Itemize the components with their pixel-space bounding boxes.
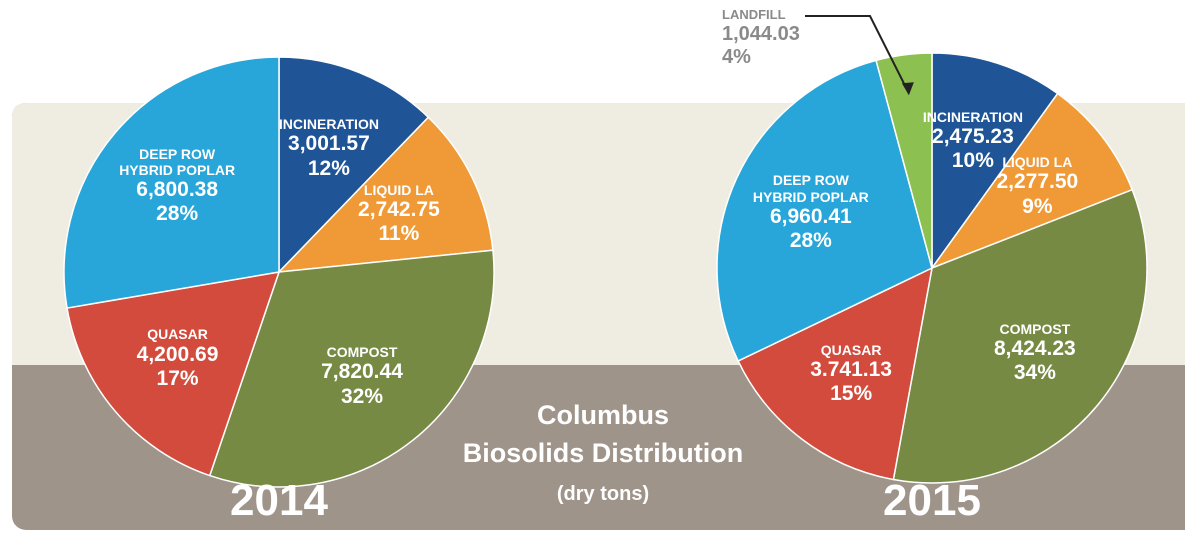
pie-slice bbox=[737, 266, 934, 481]
slice-value: 4,200.69 bbox=[136, 342, 219, 366]
slice-value: 6,960.41 bbox=[769, 204, 852, 228]
slice-value: 2,475.23 bbox=[932, 125, 1014, 149]
slice-name: LANDFILL bbox=[722, 7, 786, 22]
slice-label: QUASAR 3.741.13 15% bbox=[810, 342, 892, 406]
slice-percent: 4% bbox=[722, 45, 751, 68]
slice-label: QUASAR 4,200.69 17% bbox=[137, 326, 219, 390]
slice-percent: 28% bbox=[789, 228, 832, 252]
chart-year: 2015 bbox=[883, 476, 981, 525]
pie-slice bbox=[931, 52, 1059, 271]
slice-name: COMPOST bbox=[326, 344, 398, 361]
slice-name: INCINERATION bbox=[278, 116, 379, 133]
slice-value: 1,044.03 bbox=[722, 22, 800, 45]
pie-slice bbox=[875, 52, 933, 269]
slice-label: DEEP ROW HYBRID POPLAR 6,960.41 28% bbox=[753, 172, 869, 252]
slice-name: DEEP ROW HYBRID POPLAR bbox=[752, 172, 869, 205]
title: Biosolids Distribution bbox=[463, 438, 744, 468]
slice-percent: 11% bbox=[378, 221, 420, 245]
slice-name: QUASAR bbox=[820, 341, 882, 358]
slice-value: 2,742.75 bbox=[358, 197, 440, 221]
slice-percent: 34% bbox=[1013, 360, 1056, 384]
pie-slice bbox=[278, 56, 430, 274]
pie-slice bbox=[277, 116, 494, 273]
slice-percent: 28% bbox=[156, 202, 199, 226]
slice-label: LANDFILL 1,044.03 4% bbox=[722, 7, 800, 69]
slice-label: DEEP ROW HYBRID POPLAR 6,800.38 28% bbox=[119, 146, 235, 226]
slice-percent: 12% bbox=[307, 156, 350, 180]
pie-slice bbox=[66, 271, 281, 477]
pie-slice bbox=[63, 56, 280, 309]
pie-slice bbox=[208, 249, 495, 488]
slice-name: DEEP ROW HYBRID POPLAR bbox=[119, 145, 236, 178]
slice-value: 3.741.13 bbox=[810, 357, 892, 381]
slice-label: LIQUID LA 2,277.50 9% bbox=[996, 154, 1078, 218]
subtitle: (dry tons) bbox=[557, 483, 649, 505]
slice-percent: 9% bbox=[1022, 194, 1053, 218]
pie-slice bbox=[929, 92, 1134, 270]
pie-slice bbox=[716, 59, 933, 362]
slice-value: 2,277.50 bbox=[996, 170, 1079, 194]
leader-line bbox=[805, 15, 910, 94]
slice-name: INCINERATION bbox=[922, 108, 1023, 125]
slice-name: LIQUID LA bbox=[1002, 154, 1073, 171]
slice-percent: 15% bbox=[830, 382, 873, 405]
slice-value: 8,424.23 bbox=[993, 336, 1076, 360]
slice-name: LIQUID LA bbox=[363, 181, 434, 198]
leader-arrow bbox=[901, 82, 914, 96]
slice-percent: 32% bbox=[340, 384, 384, 408]
slice-label: LIQUID LA 2,742.75 11% bbox=[358, 182, 440, 246]
slice-label: INCINERATION 3,001.57 12% bbox=[279, 116, 379, 180]
title: Columbus bbox=[537, 400, 669, 430]
slice-label: COMPOST 7,820.44 32% bbox=[321, 344, 403, 408]
slice-name: COMPOST bbox=[999, 320, 1071, 337]
slice-value: 6,800.38 bbox=[136, 177, 219, 201]
slice-value: 3,001.57 bbox=[288, 132, 370, 156]
slice-value: 7,820.44 bbox=[321, 360, 403, 384]
slice-percent: 17% bbox=[156, 366, 199, 390]
slice-name: QUASAR bbox=[147, 326, 208, 343]
pie-slice bbox=[892, 188, 1148, 484]
slice-label: INCINERATION 2,475.23 10% bbox=[923, 109, 1023, 173]
slice-label: COMPOST 8,424.23 34% bbox=[994, 321, 1076, 385]
slice-percent: 10% bbox=[951, 149, 994, 173]
chart-year: 2014 bbox=[230, 476, 328, 525]
